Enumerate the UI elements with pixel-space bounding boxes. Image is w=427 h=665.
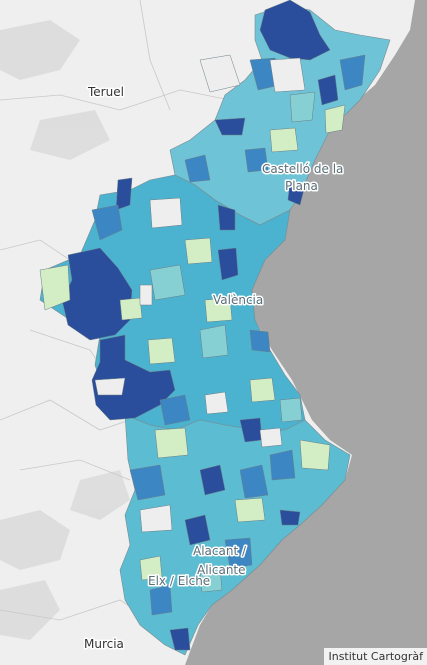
municipality-patches[interactable] <box>39 0 366 651</box>
city-label-alicante-2: Alicante <box>197 563 246 577</box>
city-labels: Teruel Castelló de la Plana València Ala… <box>83 84 345 653</box>
city-label-valencia: València <box>213 293 263 307</box>
city-label-castellon-1: Castelló de la <box>262 162 343 176</box>
map-attribution[interactable]: Institut Cartogràf <box>324 648 427 665</box>
terrain-shading <box>0 20 130 640</box>
city-label-elche: Elx / Elche <box>148 574 210 588</box>
city-label-murcia: Murcia <box>84 637 124 651</box>
city-label-castellon-2: Plana <box>285 179 318 193</box>
city-label-teruel: Teruel <box>87 85 124 99</box>
city-label-alicante-1: Alacant / <box>193 544 247 558</box>
